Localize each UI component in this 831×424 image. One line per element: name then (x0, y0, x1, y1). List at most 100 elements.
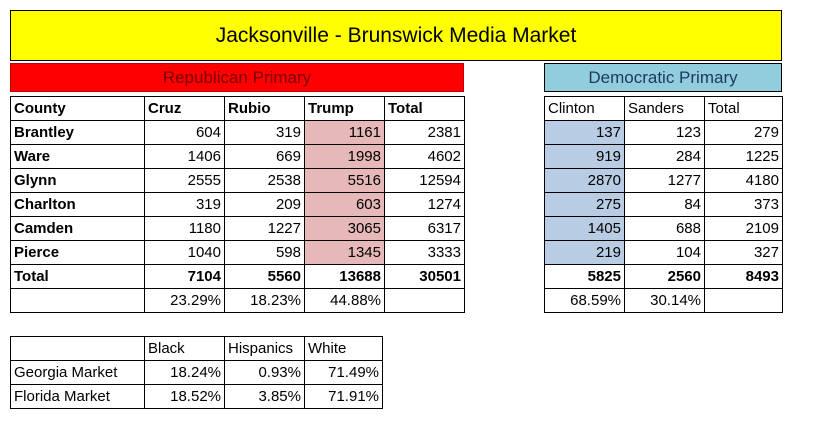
demographics-table: Black Hispanics White Georgia Market 18.… (10, 336, 383, 409)
total-cell[interactable]: 279 (704, 120, 783, 145)
column-header[interactable]: White (304, 336, 383, 361)
county-cell[interactable]: Pierce (10, 240, 145, 265)
trump-cell[interactable]: 5516 (304, 168, 385, 193)
cruz-percent-cell[interactable]: 23.29% (144, 288, 225, 313)
table-row: 1405 688 2109 (544, 216, 783, 241)
rubio-cell[interactable]: 209 (224, 192, 305, 217)
sanders-cell[interactable]: 688 (624, 216, 705, 241)
cruz-cell[interactable]: 1040 (144, 240, 225, 265)
black-cell[interactable]: 18.24% (144, 360, 225, 385)
total-cell[interactable]: 1274 (384, 192, 465, 217)
clinton-percent-cell[interactable]: 68.59% (544, 288, 625, 313)
total-label-cell[interactable]: Total (10, 264, 145, 289)
column-header[interactable]: Clinton (544, 96, 625, 121)
clinton-total-cell[interactable]: 5825 (544, 264, 625, 289)
total-cell[interactable]: 373 (704, 192, 783, 217)
sanders-cell[interactable]: 284 (624, 144, 705, 169)
sanders-percent-cell[interactable]: 30.14% (624, 288, 705, 313)
democratic-primary-header: Democratic Primary (544, 63, 782, 92)
hispanics-cell[interactable]: 3.85% (224, 384, 305, 409)
county-cell[interactable]: Camden (10, 216, 145, 241)
column-header[interactable]: Trump (304, 96, 385, 121)
market-cell[interactable]: Georgia Market (10, 360, 145, 385)
column-header[interactable]: Sanders (624, 96, 705, 121)
trump-total-cell[interactable]: 13688 (304, 264, 385, 289)
county-cell[interactable]: Brantley (10, 120, 145, 145)
total-cell[interactable]: 1225 (704, 144, 783, 169)
empty-cell[interactable] (10, 288, 145, 313)
table-header-row: County Cruz Rubio Trump Total (10, 96, 465, 121)
cruz-cell[interactable]: 1180 (144, 216, 225, 241)
rubio-cell[interactable]: 319 (224, 120, 305, 145)
column-header[interactable]: Total (384, 96, 465, 121)
rubio-percent-cell[interactable]: 18.23% (224, 288, 305, 313)
county-cell[interactable]: Glynn (10, 168, 145, 193)
hispanics-cell[interactable]: 0.93% (224, 360, 305, 385)
empty-cell[interactable] (10, 336, 145, 361)
rubio-cell[interactable]: 1227 (224, 216, 305, 241)
white-cell[interactable]: 71.91% (304, 384, 383, 409)
sanders-cell[interactable]: 84 (624, 192, 705, 217)
rubio-cell[interactable]: 669 (224, 144, 305, 169)
rubio-cell[interactable]: 598 (224, 240, 305, 265)
total-row: 5825 2560 8493 (544, 264, 783, 289)
sanders-cell[interactable]: 1277 (624, 168, 705, 193)
sanders-cell[interactable]: 104 (624, 240, 705, 265)
empty-cell[interactable] (384, 288, 465, 313)
cruz-cell[interactable]: 1406 (144, 144, 225, 169)
column-header[interactable]: Rubio (224, 96, 305, 121)
table-row: 219 104 327 (544, 240, 783, 265)
percent-row: 23.29% 18.23% 44.88% (10, 288, 465, 313)
clinton-cell[interactable]: 137 (544, 120, 625, 145)
table-header-row: Clinton Sanders Total (544, 96, 783, 121)
table-row: Camden 1180 1227 3065 6317 (10, 216, 465, 241)
republican-table: County Cruz Rubio Trump Total Brantley 6… (10, 96, 465, 313)
republican-primary-header: Republican Primary (10, 63, 464, 92)
trump-cell[interactable]: 3065 (304, 216, 385, 241)
clinton-cell[interactable]: 275 (544, 192, 625, 217)
total-cell[interactable]: 4180 (704, 168, 783, 193)
sanders-total-cell[interactable]: 2560 (624, 264, 705, 289)
sanders-cell[interactable]: 123 (624, 120, 705, 145)
column-header[interactable]: County (10, 96, 145, 121)
total-cell[interactable]: 327 (704, 240, 783, 265)
white-cell[interactable]: 71.49% (304, 360, 383, 385)
cruz-cell[interactable]: 604 (144, 120, 225, 145)
cruz-cell[interactable]: 319 (144, 192, 225, 217)
rubio-cell[interactable]: 2538 (224, 168, 305, 193)
column-header[interactable]: Cruz (144, 96, 225, 121)
clinton-cell[interactable]: 1405 (544, 216, 625, 241)
total-cell[interactable]: 2381 (384, 120, 465, 145)
trump-percent-cell[interactable]: 44.88% (304, 288, 385, 313)
empty-cell[interactable] (704, 288, 783, 313)
clinton-cell[interactable]: 2870 (544, 168, 625, 193)
total-row: Total 7104 5560 13688 30501 (10, 264, 465, 289)
trump-cell[interactable]: 1161 (304, 120, 385, 145)
total-cell[interactable]: 12594 (384, 168, 465, 193)
column-header[interactable]: Black (144, 336, 225, 361)
grand-total-cell[interactable]: 8493 (704, 264, 783, 289)
table-row: Florida Market 18.52% 3.85% 71.91% (10, 384, 383, 409)
table-row: 137 123 279 (544, 120, 783, 145)
trump-cell[interactable]: 603 (304, 192, 385, 217)
county-cell[interactable]: Charlton (10, 192, 145, 217)
black-cell[interactable]: 18.52% (144, 384, 225, 409)
trump-cell[interactable]: 1345 (304, 240, 385, 265)
county-cell[interactable]: Ware (10, 144, 145, 169)
column-header[interactable]: Hispanics (224, 336, 305, 361)
total-cell[interactable]: 3333 (384, 240, 465, 265)
grand-total-cell[interactable]: 30501 (384, 264, 465, 289)
market-cell[interactable]: Florida Market (10, 384, 145, 409)
total-cell[interactable]: 4602 (384, 144, 465, 169)
total-cell[interactable]: 2109 (704, 216, 783, 241)
table-row: 919 284 1225 (544, 144, 783, 169)
column-header[interactable]: Total (704, 96, 783, 121)
cruz-total-cell[interactable]: 7104 (144, 264, 225, 289)
rubio-total-cell[interactable]: 5560 (224, 264, 305, 289)
sheet-title: Jacksonville - Brunswick Media Market (10, 10, 782, 61)
cruz-cell[interactable]: 2555 (144, 168, 225, 193)
clinton-cell[interactable]: 919 (544, 144, 625, 169)
total-cell[interactable]: 6317 (384, 216, 465, 241)
clinton-cell[interactable]: 219 (544, 240, 625, 265)
trump-cell[interactable]: 1998 (304, 144, 385, 169)
